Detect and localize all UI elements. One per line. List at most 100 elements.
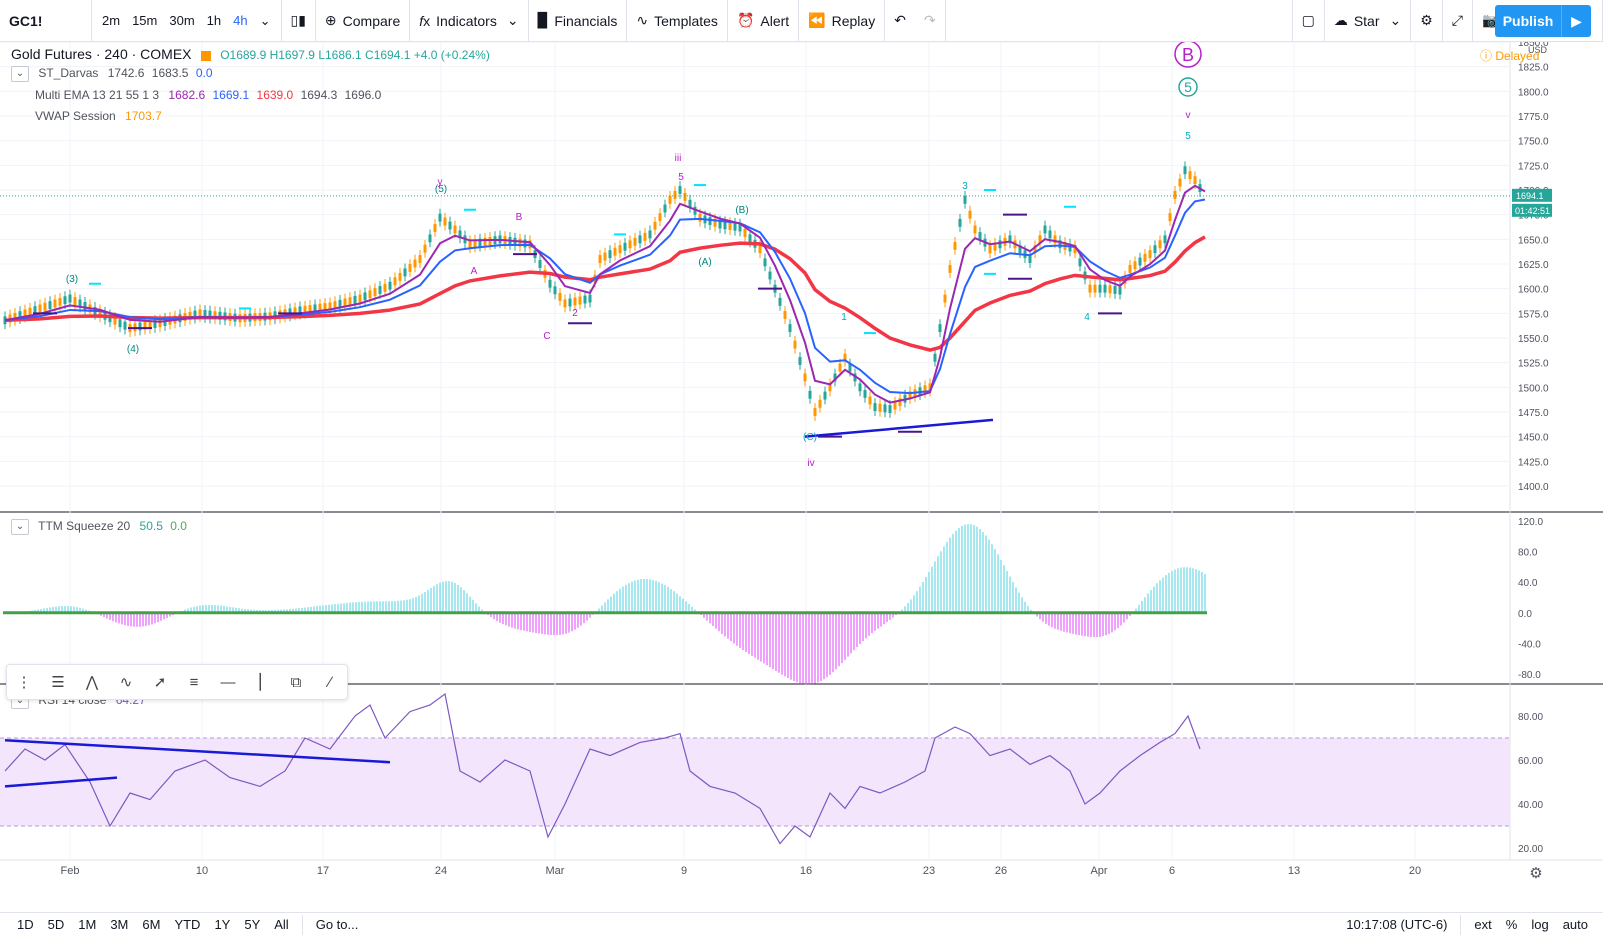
interval-30m[interactable]: 30m [169, 13, 195, 28]
wave-label: (3) [66, 274, 78, 285]
trend-path-icon[interactable]: ➚ [153, 674, 167, 691]
collapse-icon[interactable]: ⌄ [11, 66, 29, 82]
templates-button[interactable]: ∿ Templates [627, 0, 728, 42]
candle-body [973, 225, 977, 234]
chart-canvas[interactable]: 1850.01825.01800.01775.01750.01725.01700… [0, 42, 1603, 912]
candle-body [338, 299, 342, 308]
interval-4h[interactable]: 4h [233, 13, 248, 28]
abc-pattern-icon[interactable]: ⋀ [85, 674, 99, 691]
financials-button[interactable]: ▉ Financials [529, 0, 628, 42]
undo-button[interactable]: ↶ [885, 0, 915, 42]
publish-label: Publish [1502, 13, 1554, 29]
redo-button[interactable]: ↷ [915, 0, 946, 42]
range-1m[interactable]: 1M [78, 917, 97, 932]
candle-body [303, 305, 307, 314]
gear-icon: ⚙ [1420, 12, 1433, 28]
candle-body [438, 213, 442, 222]
settings-button[interactable]: ⚙ [1411, 0, 1443, 42]
candle-body [933, 353, 937, 362]
ttm-tick-label: -40.0 [1518, 639, 1541, 650]
symbol-search[interactable]: GC1! [0, 0, 92, 42]
undo-icon: ↶ [894, 12, 906, 28]
price-tick-label: 1600.0 [1518, 285, 1549, 296]
interval-1h[interactable]: 1h [206, 13, 222, 28]
drag-handle-icon[interactable]: ⋮ [16, 674, 32, 691]
price-tick-label: 1425.0 [1518, 457, 1549, 468]
candle-body [643, 232, 647, 241]
candle-body [443, 217, 447, 226]
wave-label: (A) [698, 257, 711, 268]
candle-body [1178, 178, 1182, 187]
vertical-lines-icon[interactable]: ⎜ [258, 674, 266, 691]
fullscreen-select-button[interactable]: ▢ [1291, 0, 1325, 42]
vwap-name: VWAP Session [35, 109, 116, 123]
goto-button[interactable]: Go to... [315, 917, 359, 932]
candle-body [153, 320, 157, 328]
elliott-wave-icon[interactable]: ∿ [119, 674, 133, 691]
range-3m[interactable]: 3M [110, 917, 129, 932]
range-5d[interactable]: 5D [47, 917, 65, 932]
candle-body [808, 390, 812, 399]
range-6m[interactable]: 6M [142, 917, 161, 932]
candle-body [618, 245, 622, 254]
candle-body [713, 218, 717, 227]
candle-body [798, 357, 802, 365]
range-1y[interactable]: 1Y [214, 917, 231, 932]
candle-body [198, 309, 202, 318]
range-5y[interactable]: 5Y [244, 917, 261, 932]
candle-body [1173, 190, 1177, 199]
delayed-badge[interactable]: ⓘ Delayed [1480, 49, 1540, 63]
time-tick-label: 20 [1409, 865, 1421, 877]
fib-levels-icon[interactable]: ≡ [189, 673, 199, 691]
clock-display[interactable]: 10:17:08 (UTC-6) [1346, 917, 1448, 932]
replay-button[interactable]: ⏪ Replay [799, 0, 886, 42]
ohlc-high: H1697.9 [269, 48, 315, 62]
percent-toggle[interactable]: % [1505, 917, 1518, 932]
trend-line-icon[interactable]: ∕ [328, 673, 332, 691]
candle-body [788, 324, 792, 333]
candle-body [398, 272, 402, 281]
candle-body [523, 239, 527, 248]
candle-body [68, 294, 72, 303]
log-toggle[interactable]: log [1531, 917, 1549, 932]
candle-body [688, 199, 692, 208]
auto-toggle[interactable]: auto [1562, 917, 1588, 932]
candle-body [293, 307, 297, 316]
range-all[interactable]: All [274, 917, 289, 932]
compare-button[interactable]: ⊕ Compare [316, 0, 411, 42]
candle-body [423, 244, 427, 253]
candle-body [718, 220, 722, 229]
candle-body [608, 250, 612, 259]
candle-body [623, 242, 627, 251]
range-1d[interactable]: 1D [17, 917, 34, 932]
candle-body [1043, 225, 1047, 234]
indicators-button[interactable]: fx Indicators ⌄ [410, 0, 529, 42]
candle-body [323, 303, 327, 312]
wave-label: A [471, 266, 478, 277]
alert-button[interactable]: ⏰ Alert [728, 0, 800, 42]
rsi-band [0, 738, 1510, 826]
candle-body [333, 301, 337, 310]
candle-body [908, 391, 912, 400]
pitchfork-icon[interactable]: ☰ [51, 674, 65, 691]
chart-type-button[interactable]: ▯▮ [282, 0, 316, 42]
rsi-tick-label: 20.00 [1518, 844, 1543, 855]
candle-body [98, 309, 102, 318]
horizontal-ray-icon[interactable]: — [220, 673, 236, 691]
interval-15m[interactable]: 15m [132, 13, 158, 28]
financials-label: Financials [554, 12, 618, 29]
chevron-down-icon[interactable]: ⌄ [259, 12, 271, 28]
candle-body [518, 238, 522, 247]
candle-body [1193, 176, 1197, 185]
interval-2m[interactable]: 2m [102, 13, 121, 28]
ext-toggle[interactable]: ext [1474, 917, 1492, 932]
candle-body [43, 302, 47, 311]
fullscreen-button[interactable]: ⤢ [1443, 0, 1473, 42]
candle-body [598, 255, 602, 264]
publish-button[interactable]: Publish ▶ [1495, 5, 1591, 37]
pattern-icon[interactable]: ⧉ [290, 673, 302, 691]
collapse-icon[interactable]: ⌄ [11, 519, 29, 535]
range-ytd[interactable]: YTD [174, 917, 201, 932]
layout-button[interactable]: ☁ Star ⌄ [1325, 0, 1412, 42]
ema-name: Multi EMA 13 21 55 1 3 [35, 88, 160, 102]
